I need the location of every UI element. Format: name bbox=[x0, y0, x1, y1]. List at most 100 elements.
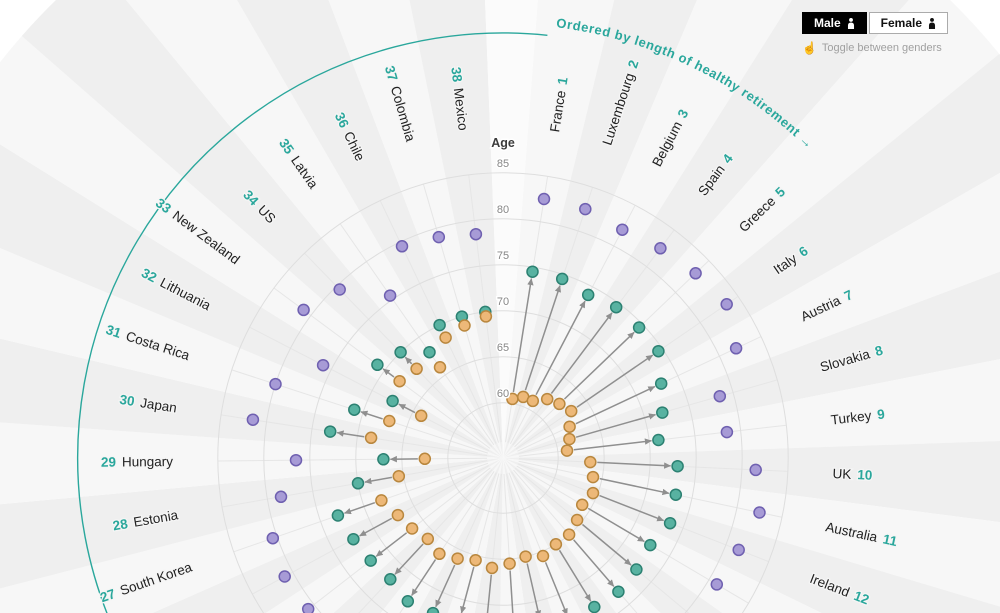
life-expectancy-dot[interactable] bbox=[689, 267, 702, 280]
life-expectancy-dot[interactable] bbox=[269, 377, 282, 391]
retirement-age-dot[interactable] bbox=[536, 549, 550, 563]
healthy-life-dot[interactable] bbox=[644, 538, 657, 552]
healthy-retirement-arrow bbox=[576, 354, 654, 408]
retirement-age-dot[interactable] bbox=[410, 362, 423, 376]
healthy-life-dot[interactable] bbox=[526, 265, 539, 278]
healthy-life-dot[interactable] bbox=[423, 345, 436, 359]
life-expectancy-dot[interactable] bbox=[710, 578, 724, 591]
retirement-age-dot[interactable] bbox=[553, 397, 566, 411]
life-expectancy-dot[interactable] bbox=[729, 342, 743, 355]
retirement-age-dot[interactable] bbox=[584, 455, 597, 469]
healthy-life-dot[interactable] bbox=[588, 600, 601, 613]
life-expectancy-dot[interactable] bbox=[579, 202, 592, 216]
retirement-age-dot[interactable] bbox=[405, 522, 419, 535]
healthy-life-dot[interactable] bbox=[652, 344, 665, 358]
retirement-age-dot[interactable] bbox=[433, 361, 447, 374]
healthy-life-dot[interactable] bbox=[581, 288, 595, 302]
retirement-age-dot[interactable] bbox=[391, 508, 405, 522]
life-expectancy-dot[interactable] bbox=[316, 358, 330, 372]
life-expectancy-dot[interactable] bbox=[654, 242, 667, 255]
country-label: 29 Hungary bbox=[100, 453, 175, 471]
life-expectancy-dot[interactable] bbox=[301, 602, 315, 613]
life-expectancy-dot[interactable] bbox=[274, 490, 288, 504]
healthy-life-dot[interactable] bbox=[612, 585, 625, 598]
retirement-age-dot[interactable] bbox=[414, 409, 428, 423]
healthy-life-dot[interactable] bbox=[401, 595, 415, 608]
retirement-age-dot[interactable] bbox=[451, 552, 464, 565]
retirement-age-dot[interactable] bbox=[563, 420, 576, 433]
healthy-life-dot[interactable] bbox=[433, 318, 446, 332]
healthy-life-dot[interactable] bbox=[654, 377, 668, 390]
retirement-age-dot[interactable] bbox=[433, 547, 446, 561]
healthy-life-dot[interactable] bbox=[630, 563, 643, 576]
retirement-age-dot[interactable] bbox=[549, 538, 563, 551]
retirement-age-dot[interactable] bbox=[418, 452, 432, 466]
life-expectancy-dot[interactable] bbox=[383, 289, 397, 302]
life-expectancy-dot[interactable] bbox=[289, 453, 303, 467]
retirement-age-dot[interactable] bbox=[393, 374, 406, 388]
healthy-life-dot[interactable] bbox=[671, 459, 684, 473]
healthy-life-dot[interactable] bbox=[609, 300, 623, 314]
retirement-age-dot[interactable] bbox=[570, 513, 584, 527]
life-expectancy-dot[interactable] bbox=[266, 531, 280, 545]
healthy-life-dot[interactable] bbox=[652, 433, 665, 447]
retirement-age-dot[interactable] bbox=[586, 470, 600, 484]
healthy-life-dot[interactable] bbox=[347, 532, 360, 546]
healthy-life-dot[interactable] bbox=[632, 321, 646, 334]
retirement-age-dot[interactable] bbox=[586, 486, 600, 500]
retirement-age-dot[interactable] bbox=[479, 310, 493, 323]
retirement-age-dot[interactable] bbox=[469, 553, 482, 567]
retirement-age-dot[interactable] bbox=[564, 404, 578, 418]
life-expectancy-dot[interactable] bbox=[333, 283, 346, 296]
retirement-age-dot[interactable] bbox=[421, 532, 435, 546]
life-expectancy-dot[interactable] bbox=[720, 425, 734, 439]
healthy-life-dot[interactable] bbox=[656, 406, 669, 419]
retirement-age-dot[interactable] bbox=[575, 498, 589, 512]
retirement-age-dot[interactable] bbox=[540, 392, 554, 406]
retirement-age-dot[interactable] bbox=[485, 561, 499, 575]
retirement-age-dot[interactable] bbox=[526, 394, 540, 408]
life-expectancy-dot[interactable] bbox=[732, 543, 745, 557]
life-expectancy-dot[interactable] bbox=[753, 506, 766, 519]
sector-wedge bbox=[503, 53, 1000, 458]
life-expectancy-dot[interactable] bbox=[469, 227, 483, 241]
retirement-age-dot[interactable] bbox=[563, 432, 576, 446]
healthy-life-dot[interactable] bbox=[386, 394, 399, 408]
retirement-age-dot[interactable] bbox=[375, 494, 388, 507]
retirement-age-dot[interactable] bbox=[560, 444, 574, 457]
life-expectancy-dot[interactable] bbox=[278, 570, 291, 583]
healthy-life-dot[interactable] bbox=[555, 272, 569, 286]
healthy-life-dot[interactable] bbox=[323, 425, 337, 438]
retirement-age-dot[interactable] bbox=[519, 550, 532, 563]
healthy-life-dot[interactable] bbox=[426, 606, 440, 613]
life-expectancy-dot[interactable] bbox=[395, 240, 409, 253]
retirement-age-dot[interactable] bbox=[439, 331, 452, 344]
life-expectancy-dot[interactable] bbox=[720, 298, 733, 311]
healthy-life-dot[interactable] bbox=[394, 346, 407, 359]
healthy-life-dot[interactable] bbox=[371, 358, 384, 372]
life-expectancy-dot[interactable] bbox=[432, 230, 446, 244]
healthy-life-dot[interactable] bbox=[384, 573, 397, 586]
male-toggle-button[interactable]: Male bbox=[801, 12, 867, 34]
healthy-life-dot[interactable] bbox=[663, 516, 677, 530]
life-expectancy-dot[interactable] bbox=[537, 192, 551, 206]
healthy-life-dot[interactable] bbox=[331, 509, 345, 522]
female-toggle-button[interactable]: Female bbox=[868, 12, 948, 34]
retirement-age-dot[interactable] bbox=[383, 414, 396, 428]
retirement-age-dot[interactable] bbox=[503, 557, 516, 570]
healthy-life-dot[interactable] bbox=[669, 488, 683, 501]
healthy-life-dot[interactable] bbox=[377, 453, 390, 466]
retirement-age-dot[interactable] bbox=[562, 528, 576, 541]
retirement-age-dot[interactable] bbox=[392, 469, 406, 483]
life-expectancy-dot[interactable] bbox=[713, 389, 727, 403]
life-expectancy-dot[interactable] bbox=[749, 463, 762, 477]
healthy-life-dot[interactable] bbox=[348, 403, 361, 416]
life-expectancy-dot[interactable] bbox=[246, 413, 260, 426]
life-expectancy-dot[interactable] bbox=[297, 303, 310, 317]
retirement-age-dot[interactable] bbox=[364, 431, 378, 445]
country-label: Ireland12 bbox=[807, 570, 873, 609]
healthy-life-dot[interactable] bbox=[364, 554, 377, 567]
healthy-life-dot[interactable] bbox=[351, 477, 365, 490]
retirement-age-dot[interactable] bbox=[458, 319, 471, 332]
life-expectancy-dot[interactable] bbox=[616, 223, 629, 236]
